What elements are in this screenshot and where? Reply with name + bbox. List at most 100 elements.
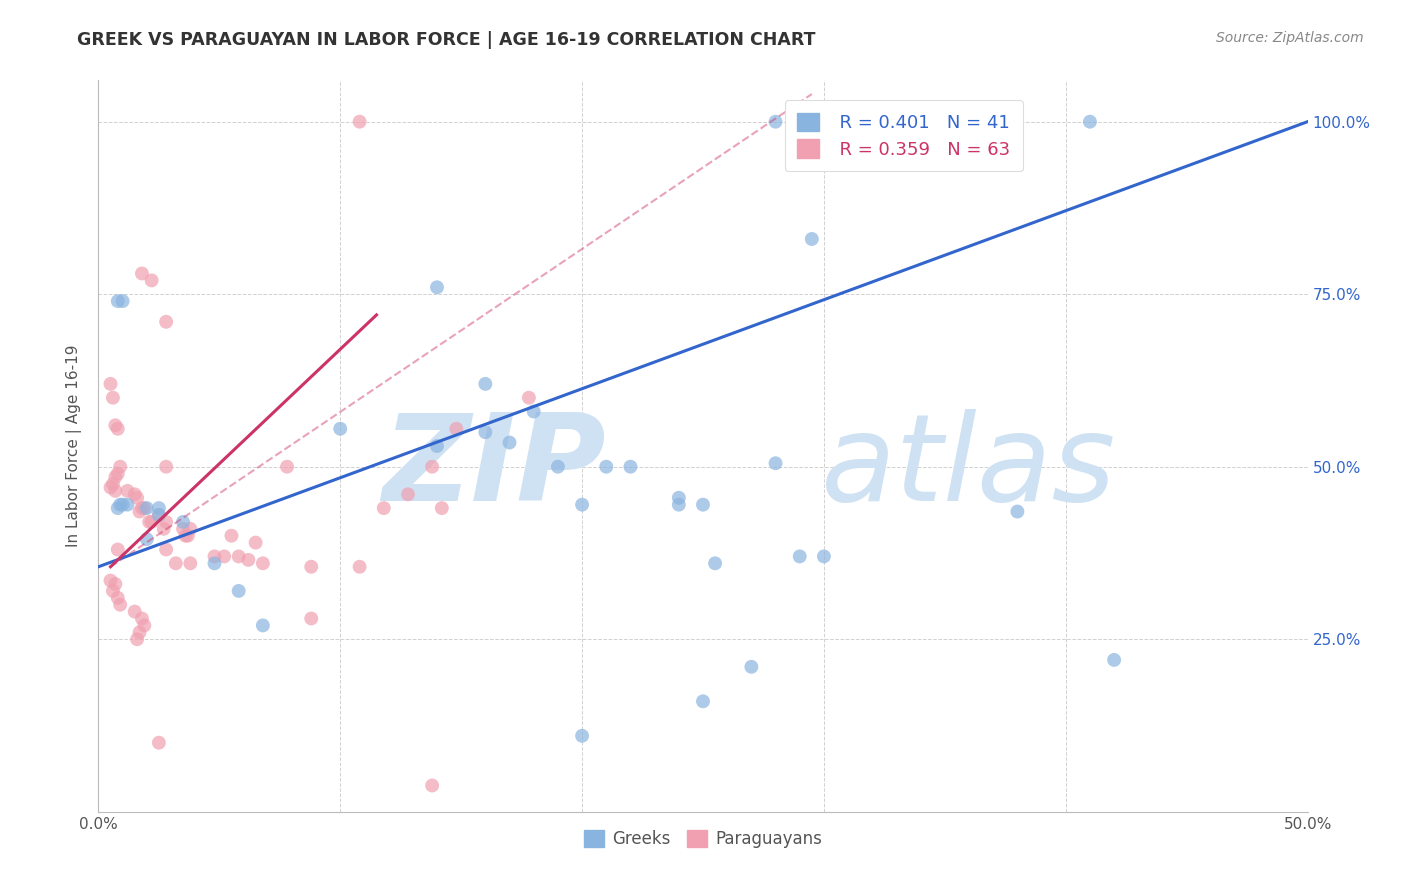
Point xyxy=(498,435,520,450)
Point xyxy=(148,508,170,522)
Point xyxy=(155,542,177,557)
Point xyxy=(446,422,468,436)
Point xyxy=(172,522,194,536)
Point xyxy=(420,459,443,474)
Point xyxy=(104,483,127,498)
Point xyxy=(517,391,540,405)
Point xyxy=(668,498,690,512)
Point xyxy=(138,515,160,529)
Point xyxy=(221,529,243,543)
Point xyxy=(131,501,153,516)
Point xyxy=(131,611,153,625)
Point xyxy=(172,515,194,529)
Point xyxy=(124,487,146,501)
Point xyxy=(238,553,260,567)
Point xyxy=(252,557,274,571)
Point xyxy=(692,694,714,708)
Point xyxy=(252,618,274,632)
Legend: Greeks, Paraguayans: Greeks, Paraguayans xyxy=(576,823,830,855)
Point xyxy=(704,557,727,571)
Point xyxy=(595,459,617,474)
Point xyxy=(104,577,127,591)
Point xyxy=(523,404,546,418)
Point xyxy=(134,501,156,516)
Point xyxy=(619,459,641,474)
Point xyxy=(228,583,250,598)
Point xyxy=(155,315,177,329)
Point xyxy=(152,522,174,536)
Point xyxy=(101,583,124,598)
Point xyxy=(128,625,150,640)
Point xyxy=(124,605,146,619)
Point xyxy=(426,280,449,294)
Point xyxy=(165,557,187,571)
Point xyxy=(1007,504,1029,518)
Point xyxy=(813,549,835,564)
Point xyxy=(117,498,139,512)
Point xyxy=(107,422,129,436)
Text: Source: ZipAtlas.com: Source: ZipAtlas.com xyxy=(1216,31,1364,45)
Point xyxy=(373,501,395,516)
Point xyxy=(107,294,129,309)
Point xyxy=(174,529,197,543)
Point xyxy=(299,611,322,625)
Point xyxy=(245,535,267,549)
Point xyxy=(420,779,443,793)
Point xyxy=(212,549,235,564)
Point xyxy=(135,501,157,516)
Point xyxy=(571,498,593,512)
Point xyxy=(155,515,177,529)
Point xyxy=(107,467,129,481)
Point xyxy=(571,729,593,743)
Point xyxy=(179,557,201,571)
Point xyxy=(100,376,122,391)
Point xyxy=(117,483,139,498)
Point xyxy=(134,618,156,632)
Point xyxy=(131,267,153,281)
Point xyxy=(155,459,177,474)
Point xyxy=(426,439,449,453)
Point xyxy=(765,456,787,470)
Point xyxy=(148,501,170,516)
Point xyxy=(107,501,129,516)
Point xyxy=(789,114,811,128)
Point xyxy=(276,459,298,474)
Point xyxy=(141,515,163,529)
Point xyxy=(127,632,149,647)
Point xyxy=(101,477,124,491)
Point xyxy=(204,549,226,564)
Point xyxy=(299,559,322,574)
Point xyxy=(108,598,131,612)
Point xyxy=(228,549,250,564)
Point xyxy=(108,459,131,474)
Point xyxy=(1078,114,1101,128)
Point xyxy=(135,532,157,546)
Point xyxy=(789,549,811,564)
Point xyxy=(349,559,371,574)
Point xyxy=(148,736,170,750)
Point xyxy=(1102,653,1125,667)
Point xyxy=(108,498,131,512)
Point xyxy=(800,232,823,246)
Point xyxy=(104,470,127,484)
Point xyxy=(204,557,226,571)
Point xyxy=(430,501,453,516)
Point xyxy=(765,114,787,128)
Point xyxy=(128,504,150,518)
Point xyxy=(740,660,762,674)
Point xyxy=(141,273,163,287)
Point xyxy=(107,542,129,557)
Text: GREEK VS PARAGUAYAN IN LABOR FORCE | AGE 16-19 CORRELATION CHART: GREEK VS PARAGUAYAN IN LABOR FORCE | AGE… xyxy=(77,31,815,49)
Point xyxy=(329,422,352,436)
Text: atlas: atlas xyxy=(821,409,1116,526)
Point xyxy=(148,508,170,522)
Point xyxy=(104,418,127,433)
Y-axis label: In Labor Force | Age 16-19: In Labor Force | Age 16-19 xyxy=(66,344,83,548)
Point xyxy=(668,491,690,505)
Point xyxy=(100,480,122,494)
Point xyxy=(349,114,371,128)
Point xyxy=(547,459,569,474)
Point xyxy=(100,574,122,588)
Point xyxy=(474,425,496,440)
Point xyxy=(474,376,496,391)
